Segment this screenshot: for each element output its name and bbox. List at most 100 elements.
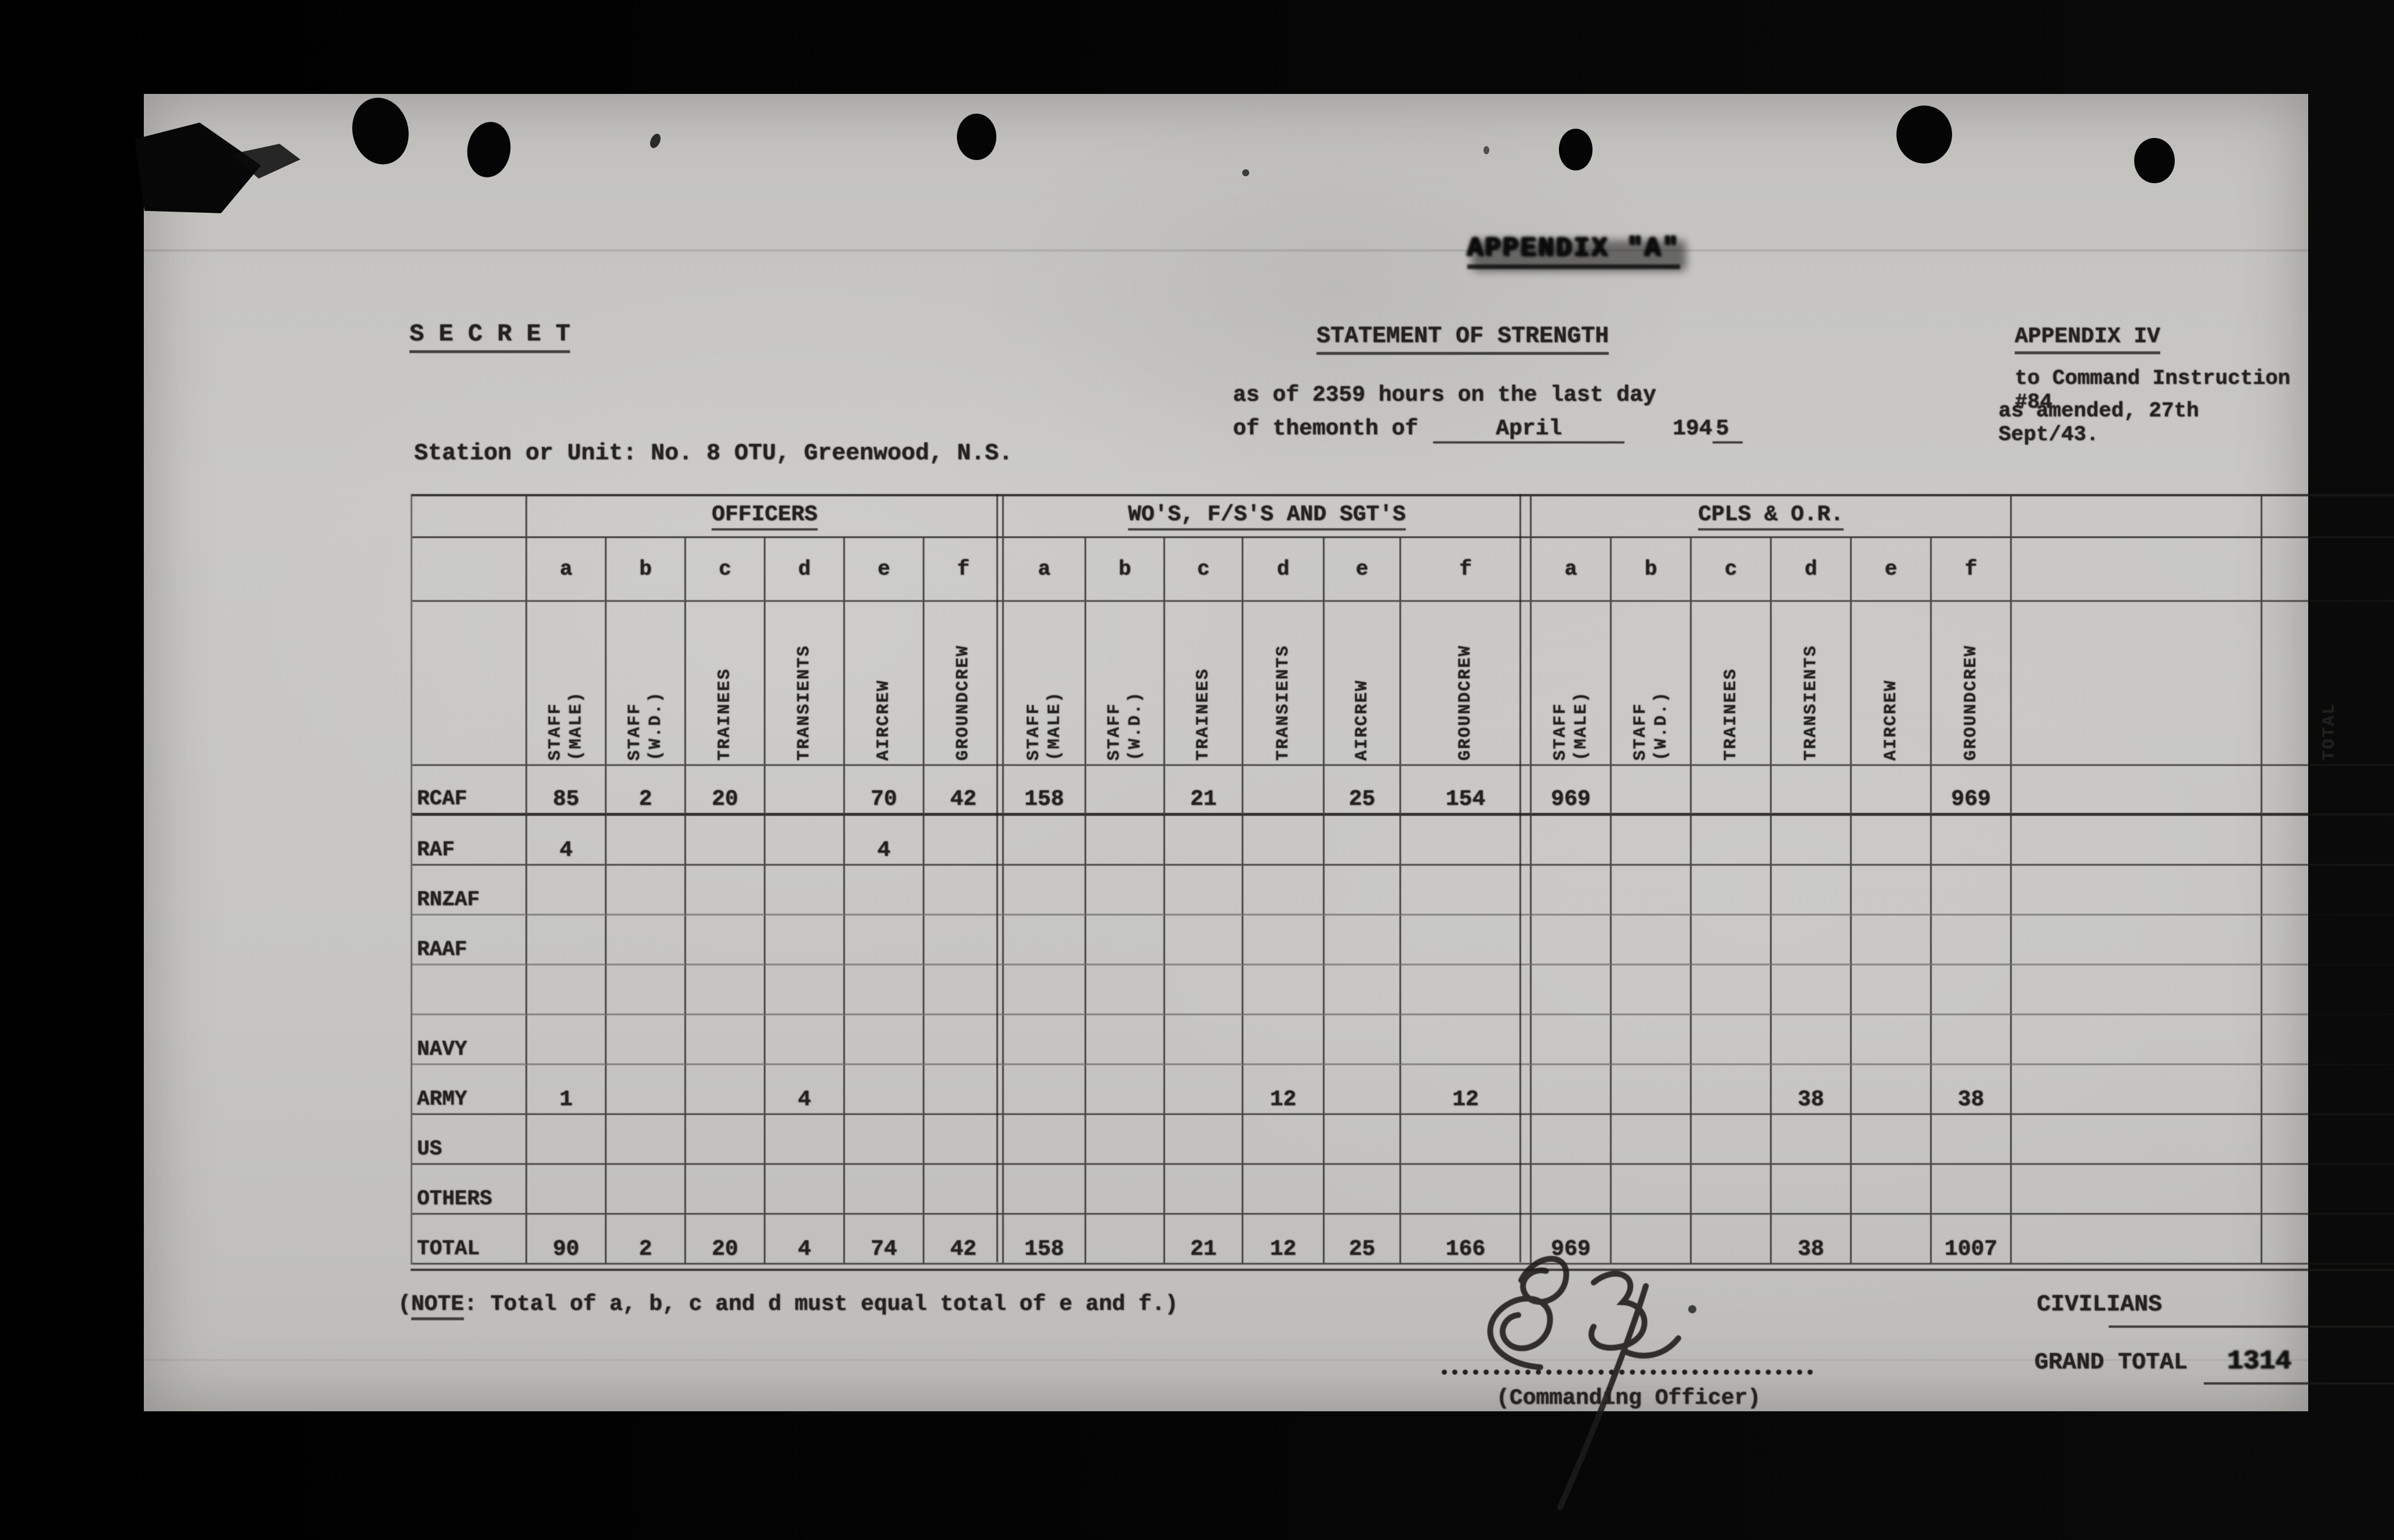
cell-RCAF-officers-d bbox=[766, 766, 845, 816]
cell-NAVY-officers-b bbox=[607, 1015, 686, 1065]
cell-US-wos-f bbox=[1401, 1115, 1532, 1165]
rotated-column-header: AIRCREW bbox=[1852, 602, 1932, 766]
appendix-a-stamp: APPENDIX "A" bbox=[1467, 233, 1681, 269]
cell-blank-wos-b bbox=[1086, 965, 1165, 1015]
cell-blank-officers-b bbox=[607, 965, 686, 1015]
cell-RAF-officers-b bbox=[607, 816, 686, 866]
cell-US-cpls-b bbox=[1612, 1115, 1692, 1165]
rotated-column-header-text: TRANSIENTS bbox=[1273, 644, 1293, 761]
cell-RNZAF-officers-d bbox=[766, 866, 845, 916]
cell-RAF-officers-d bbox=[766, 816, 845, 866]
cell-ARMY-cpls-e bbox=[1852, 1065, 1932, 1115]
cell-OTHERS-cpls-f bbox=[1932, 1165, 2012, 1215]
cell-blank-cpls-e bbox=[1852, 965, 1932, 1015]
rotated-column-header: TRAINEES bbox=[1165, 602, 1243, 766]
cell-ARMY-wos-e bbox=[1325, 1065, 1401, 1115]
rotated-column-header-text: STAFF (W.D.) bbox=[625, 691, 666, 761]
cell-NAVY-cpls-e bbox=[1852, 1015, 1932, 1065]
cell-TOTAL-wos-b bbox=[1086, 1215, 1165, 1265]
grand-total-fill-line bbox=[2204, 1382, 2394, 1385]
rotated-column-header-text: AIRCREW bbox=[1352, 679, 1372, 761]
cell-US-wos-c bbox=[1165, 1115, 1243, 1165]
cell-RAF-wos-a bbox=[1004, 816, 1086, 866]
cell-RNZAF-cpls-d bbox=[1772, 866, 1852, 916]
cell-TOTAL-wos-d: 12 bbox=[1243, 1215, 1325, 1265]
section-title-text: OFFICERS bbox=[712, 502, 818, 531]
cell-RNZAF-officers-c bbox=[686, 866, 766, 916]
rotated-column-header: STAFF (W.D.) bbox=[1612, 602, 1692, 766]
cell-RAF-cpls-a bbox=[1532, 816, 1612, 866]
cell-ARMY-cpls-b bbox=[1612, 1065, 1692, 1115]
cell-ARMY-cpls-f: 38 bbox=[1932, 1065, 2012, 1115]
cell-blank-cpls-a bbox=[1532, 965, 1612, 1015]
cell-OTHERS-cpls-a bbox=[1532, 1165, 1612, 1215]
cell-blank-wos-e bbox=[1325, 965, 1401, 1015]
cell-TOTAL-officers-c: 20 bbox=[686, 1215, 766, 1265]
cell-NAVY-spare bbox=[2012, 1015, 2262, 1065]
row-label-ARMY: ARMY bbox=[412, 1065, 527, 1115]
cell-RNZAF-wos-b bbox=[1086, 866, 1165, 916]
cell-OTHERS-total bbox=[2262, 1165, 2394, 1215]
note-word: NOTE bbox=[411, 1292, 465, 1320]
cell-RNZAF-cpls-b bbox=[1612, 866, 1692, 916]
column-letter: b bbox=[607, 538, 686, 602]
cell-RCAF-spare bbox=[2012, 766, 2262, 816]
rotated-column-header-text: GROUNDCREW bbox=[1961, 644, 1981, 761]
cell-blank-cpls-d bbox=[1772, 965, 1852, 1015]
document-content: APPENDIX "A" S E C R E T STATEMENT OF ST… bbox=[144, 94, 2394, 1510]
cell-RNZAF-total bbox=[2262, 866, 2394, 916]
cell-NAVY-wos-c bbox=[1165, 1015, 1243, 1065]
rotated-column-header-text: TRANSIENTS bbox=[1801, 644, 1821, 761]
cell-RNZAF-officers-e bbox=[845, 866, 924, 916]
signature-dotted-line bbox=[1442, 1329, 1813, 1375]
cell-TOTAL-cpls-b bbox=[1612, 1215, 1692, 1265]
cell-RCAF-officers-f: 42 bbox=[924, 766, 1004, 816]
cell-US-wos-e bbox=[1325, 1115, 1401, 1165]
cell-RCAF-cpls-d bbox=[1772, 766, 1852, 816]
grand-total-value: 1314 bbox=[2227, 1346, 2291, 1376]
cell-NAVY-wos-a bbox=[1004, 1015, 1086, 1065]
cell-OTHERS-cpls-c bbox=[1692, 1165, 1772, 1215]
cell-US-cpls-a bbox=[1532, 1115, 1612, 1165]
cell-RCAF-total bbox=[2262, 766, 2394, 816]
cell-RAAF-wos-b bbox=[1086, 916, 1165, 965]
total-rotated-header-text: TOTAL bbox=[2320, 702, 2339, 761]
cell-US-cpls-d bbox=[1772, 1115, 1852, 1165]
cell-ARMY-officers-f bbox=[924, 1065, 1004, 1115]
column-letter: a bbox=[1004, 538, 1086, 602]
cell-RNZAF-spare bbox=[2012, 866, 2262, 916]
section-title: CPLS & O.R. bbox=[1532, 496, 2012, 538]
cell-RAF-officers-f bbox=[924, 816, 1004, 866]
rotated-column-header: TRANSIENTS bbox=[1772, 602, 1852, 766]
cell-RAAF-officers-b bbox=[607, 916, 686, 965]
cell-RAAF-cpls-f bbox=[1932, 916, 2012, 965]
rotated-column-header: GROUNDCREW bbox=[1401, 602, 1532, 766]
cell-RAF-wos-e bbox=[1325, 816, 1401, 866]
cell-NAVY-officers-d bbox=[766, 1015, 845, 1065]
letters-row-label-space bbox=[412, 538, 527, 602]
commanding-officer-signature bbox=[1487, 1256, 1696, 1510]
scan-artifact-line bbox=[144, 249, 2308, 252]
cell-RAAF-wos-a bbox=[1004, 916, 1086, 965]
cell-ARMY-officers-a: 1 bbox=[527, 1065, 607, 1115]
appendix-iv-line3: as amended, 27th Sept/43. bbox=[1998, 399, 2199, 446]
cell-NAVY-cpls-b bbox=[1612, 1015, 1692, 1065]
cell-TOTAL-cpls-e bbox=[1852, 1215, 1932, 1265]
rotated-column-header: GROUNDCREW bbox=[924, 602, 1004, 766]
cell-blank-officers-e bbox=[845, 965, 924, 1015]
cell-RCAF-cpls-a: 969 bbox=[1532, 766, 1612, 816]
cell-TOTAL-officers-b: 2 bbox=[607, 1215, 686, 1265]
rotated-column-header: STAFF (MALE) bbox=[1532, 602, 1612, 766]
cell-RNZAF-officers-b bbox=[607, 866, 686, 916]
cell-RAAF-wos-c bbox=[1165, 916, 1243, 965]
cell-TOTAL-wos-e: 25 bbox=[1325, 1215, 1401, 1265]
column-letter: c bbox=[1165, 538, 1243, 602]
cell-blank-spare bbox=[2012, 965, 2262, 1015]
row-label-US: US bbox=[412, 1115, 527, 1165]
column-letter: d bbox=[1772, 538, 1852, 602]
total-rotated-header: TOTAL bbox=[2262, 602, 2394, 766]
cell-OTHERS-spare bbox=[2012, 1165, 2262, 1215]
cell-TOTAL-officers-d: 4 bbox=[766, 1215, 845, 1265]
cell-RNZAF-wos-c bbox=[1165, 866, 1243, 916]
rotated-column-header-text: STAFF (MALE) bbox=[1550, 691, 1591, 761]
